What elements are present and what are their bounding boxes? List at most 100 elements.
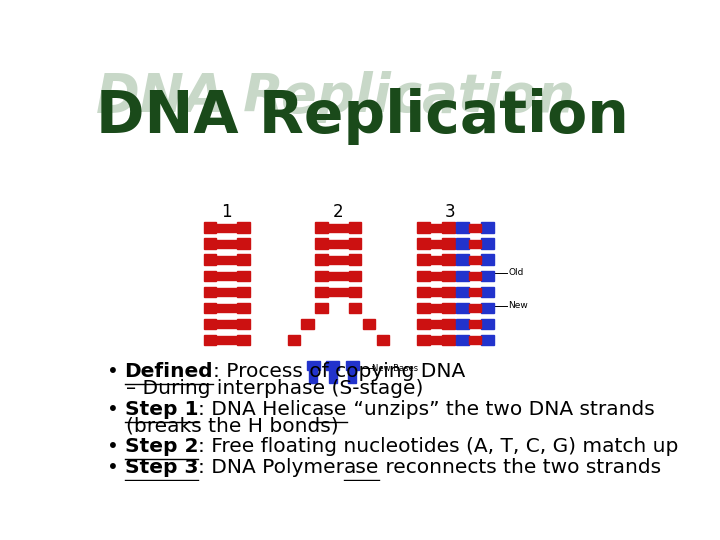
Bar (315, 271, 328, 281)
Bar (349, 302, 361, 313)
Bar (328, 288, 349, 296)
Text: 1: 1 (221, 202, 232, 221)
Text: •: • (107, 458, 119, 477)
Bar (442, 287, 454, 298)
Bar (418, 335, 430, 346)
Bar (418, 302, 430, 313)
Bar (418, 239, 430, 249)
Bar (430, 288, 442, 296)
Bar (418, 319, 430, 329)
Bar (430, 240, 442, 248)
Bar (238, 319, 250, 329)
Text: Old: Old (508, 268, 524, 277)
Bar (442, 319, 454, 329)
Bar (363, 319, 375, 329)
Bar (469, 336, 482, 344)
Bar (456, 335, 469, 346)
Bar (482, 222, 494, 233)
Text: New: New (508, 301, 528, 310)
Bar (348, 370, 356, 383)
Bar (204, 335, 216, 346)
Bar (287, 335, 300, 346)
Text: : DNA Helic: : DNA Helic (198, 400, 312, 419)
Bar (216, 272, 238, 280)
Bar (442, 239, 454, 249)
Bar (456, 287, 469, 298)
Bar (315, 254, 328, 265)
Text: Defined: Defined (125, 362, 213, 381)
Bar (238, 302, 250, 313)
Bar (469, 272, 482, 280)
Bar (430, 320, 442, 328)
Text: DNA Replication: DNA Replication (96, 71, 575, 123)
Bar (430, 336, 442, 344)
Bar (328, 272, 349, 280)
Bar (204, 254, 216, 265)
Text: Step 1: Step 1 (125, 400, 198, 419)
Text: 2: 2 (333, 202, 343, 221)
Bar (469, 224, 482, 232)
Bar (346, 361, 359, 370)
Text: •: • (107, 400, 119, 419)
Bar (456, 271, 469, 281)
Bar (238, 271, 250, 281)
Bar (418, 271, 430, 281)
Bar (216, 256, 238, 264)
Text: ase: ase (344, 458, 379, 477)
Bar (216, 240, 238, 248)
Bar (349, 254, 361, 265)
Bar (482, 239, 494, 249)
Text: : DNA Polymer: : DNA Polymer (198, 458, 344, 477)
Text: •: • (107, 437, 119, 456)
Text: Step 2: Step 2 (125, 437, 198, 456)
Bar (442, 254, 454, 265)
Text: reconnects the two strands: reconnects the two strands (379, 458, 662, 477)
Text: : Process of copying DNA: : Process of copying DNA (213, 362, 465, 381)
Bar (315, 222, 328, 233)
Bar (418, 222, 430, 233)
Bar (469, 320, 482, 328)
Bar (418, 287, 430, 298)
Text: “unzips” the two DNA strands: “unzips” the two DNA strands (347, 400, 655, 419)
Bar (442, 222, 454, 233)
Bar (238, 254, 250, 265)
Bar (442, 271, 454, 281)
Bar (349, 271, 361, 281)
Bar (430, 272, 442, 280)
Bar (216, 224, 238, 232)
Bar (216, 320, 238, 328)
Bar (238, 335, 250, 346)
Bar (329, 370, 337, 383)
Bar (315, 239, 328, 249)
Bar (456, 254, 469, 265)
Bar (328, 256, 349, 264)
Bar (456, 302, 469, 313)
Text: New Bases: New Bases (372, 364, 418, 373)
Bar (204, 222, 216, 233)
Text: •: • (107, 362, 119, 381)
Text: (breaks the H bonds): (breaks the H bonds) (126, 416, 339, 435)
Bar (238, 287, 250, 298)
Bar (456, 222, 469, 233)
Bar (307, 361, 320, 370)
Bar (216, 288, 238, 296)
Bar (377, 335, 389, 346)
Bar (469, 240, 482, 248)
Bar (456, 239, 469, 249)
Bar (349, 222, 361, 233)
Bar (216, 304, 238, 312)
Bar (430, 256, 442, 264)
Bar (204, 302, 216, 313)
Bar (238, 222, 250, 233)
Bar (349, 287, 361, 298)
Bar (216, 336, 238, 344)
Bar (204, 271, 216, 281)
Text: Step 3: Step 3 (125, 458, 198, 477)
Bar (482, 287, 494, 298)
Bar (482, 302, 494, 313)
Bar (442, 302, 454, 313)
Bar (326, 361, 339, 370)
Bar (204, 287, 216, 298)
Bar (482, 254, 494, 265)
Text: ase: ase (312, 400, 347, 419)
